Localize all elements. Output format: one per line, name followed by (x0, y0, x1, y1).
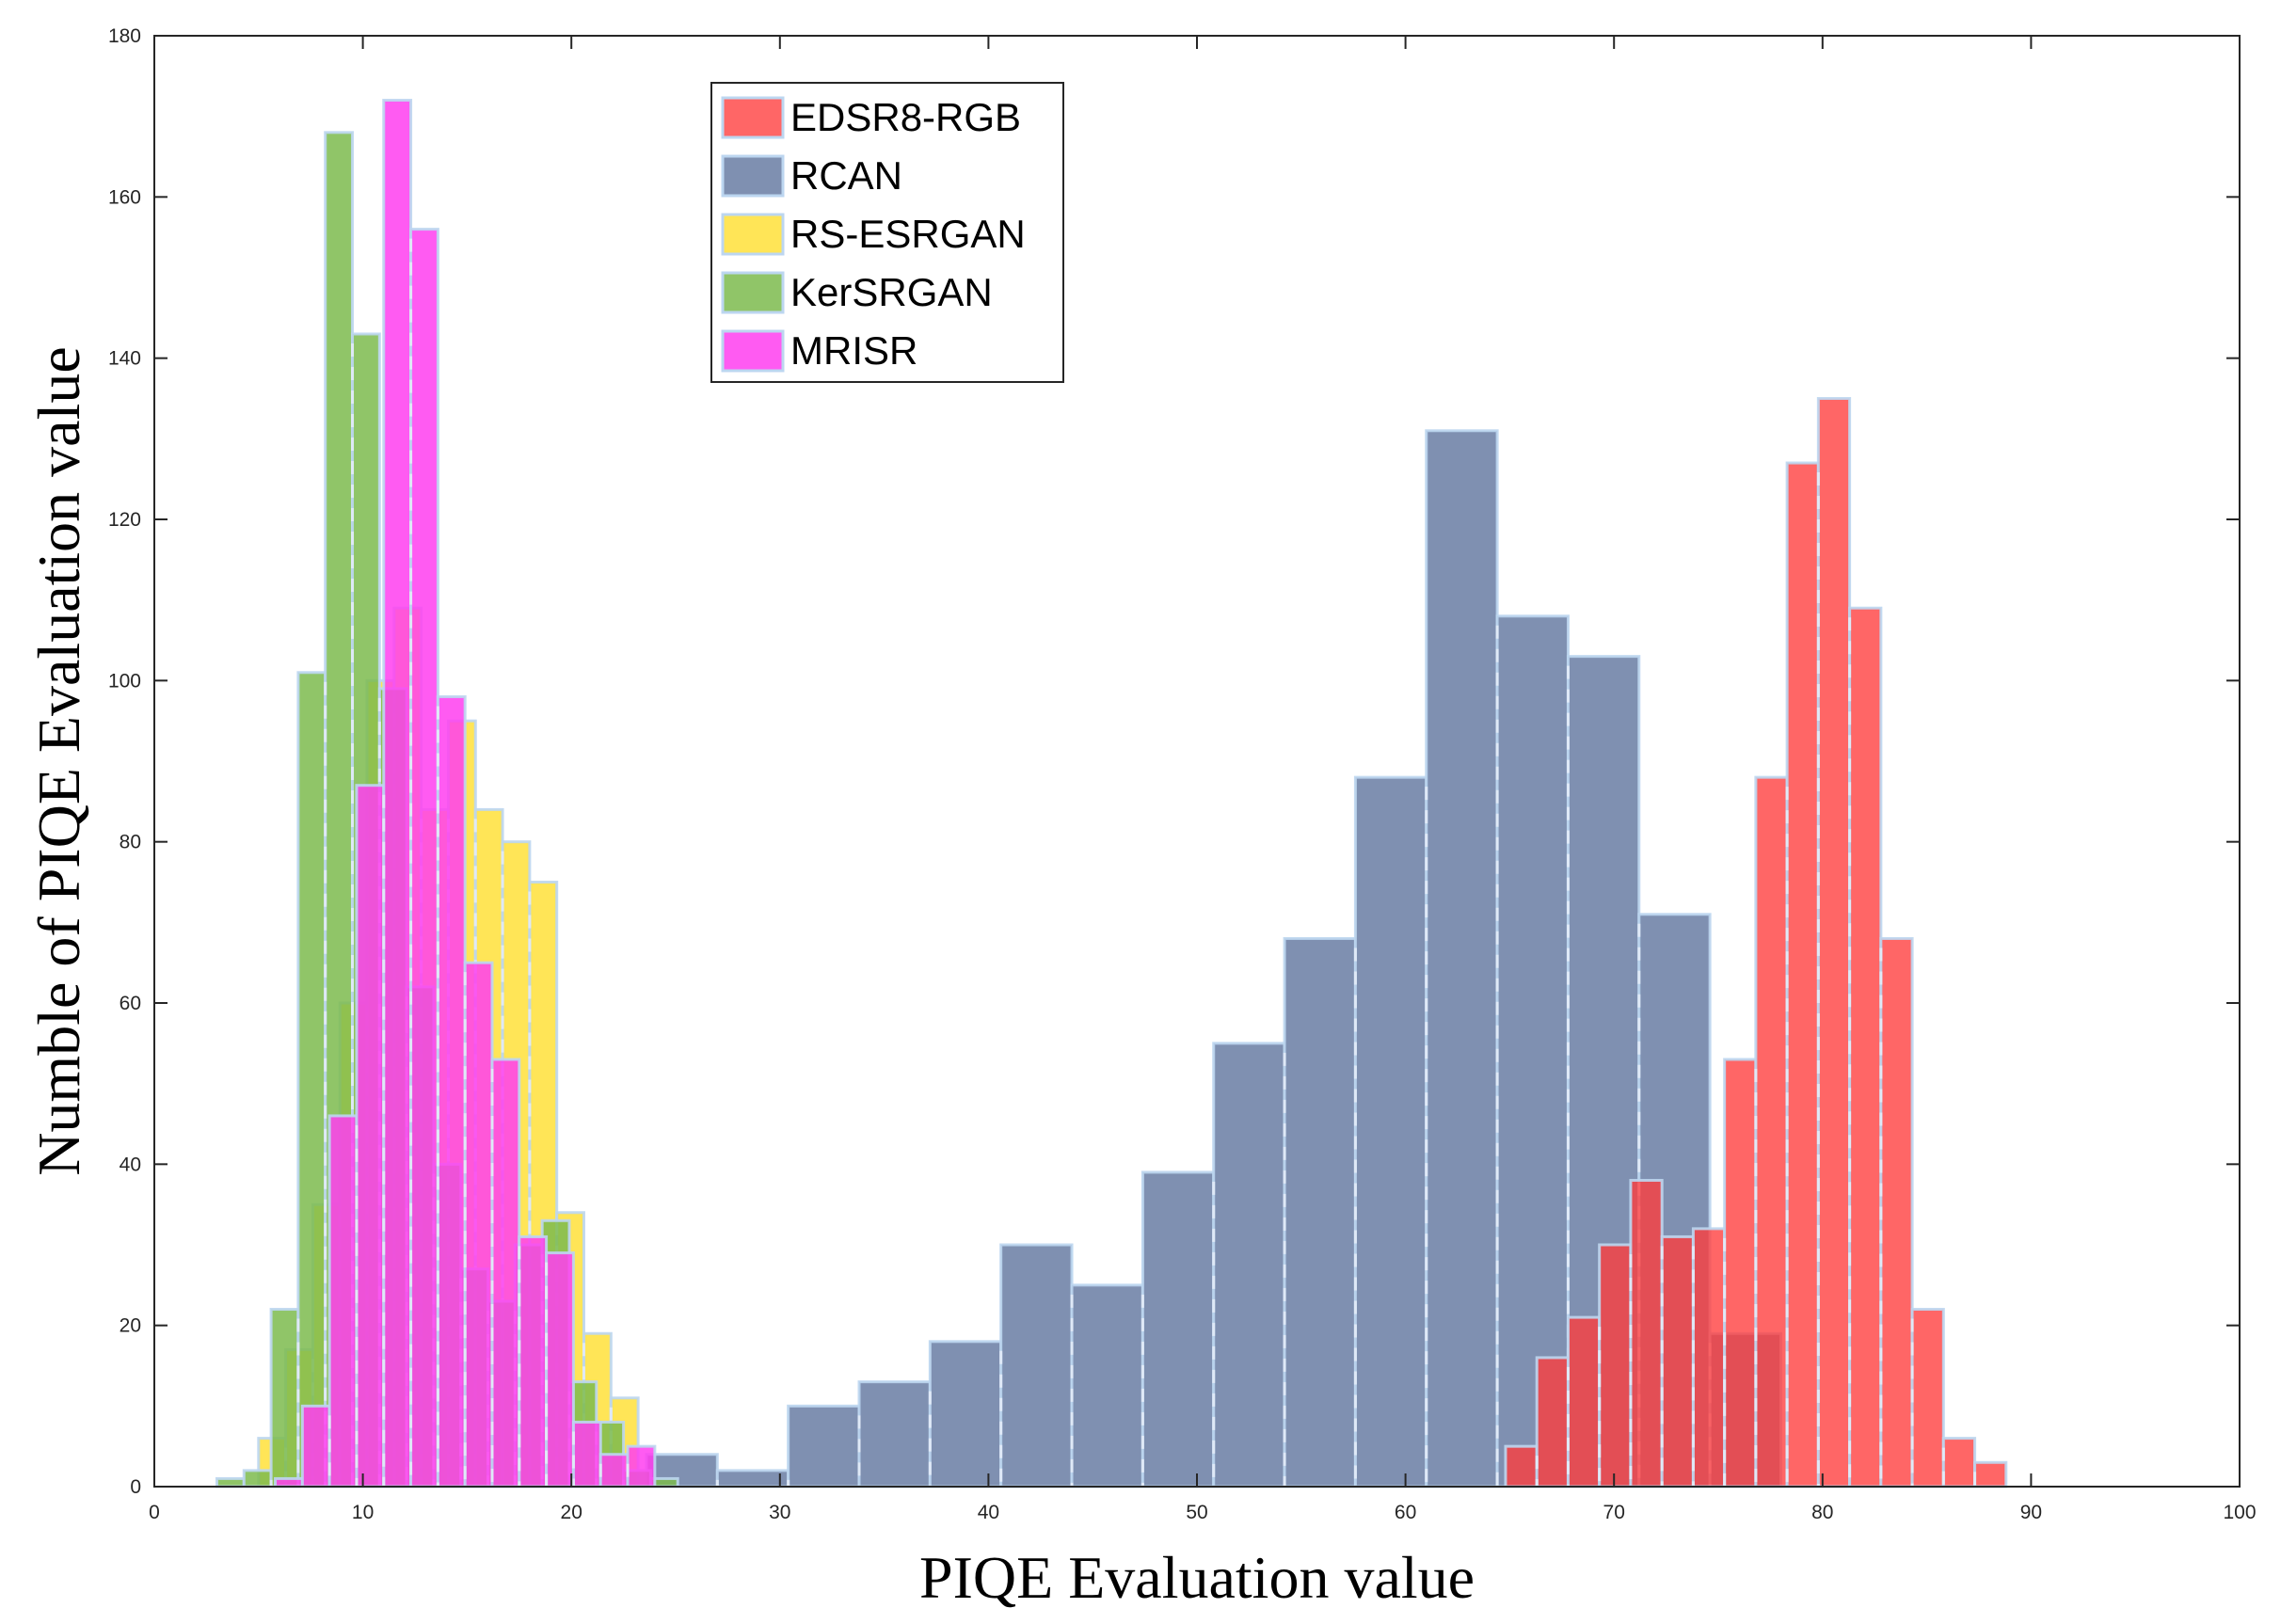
bar-rcan-1 (715, 1469, 790, 1489)
bar-rcan-6 (1070, 1283, 1144, 1489)
ticks-layer: 0 10 20 30 40 50 60 70 80 90 100 0 20 40 60 80 100 120 140… (108, 25, 2257, 1523)
bar-mrisr-12 (598, 1453, 630, 1489)
x-tick-label: 40 (978, 1502, 999, 1523)
y-tick-label: 100 (108, 670, 141, 692)
bar-edsr8-rgb-7 (1723, 1058, 1758, 1489)
x-tick-label: 90 (2020, 1502, 2042, 1523)
legend-label-edsr8-rgb: EDSR8-RGB (790, 95, 1021, 139)
bar-edsr8-rgb-8 (1754, 775, 1789, 1489)
legend-swatch-rcan (721, 154, 785, 198)
bar-edsr8-rgb-5 (1660, 1234, 1695, 1489)
legend-label-mrisr: MRISR (790, 328, 917, 373)
bar-mrisr-5 (409, 228, 439, 1489)
bar-edsr8-rgb-13 (1910, 1308, 1945, 1489)
bar-kersrgan-0 (215, 1476, 246, 1489)
bar-rcan-10 (1353, 775, 1428, 1489)
bar-edsr8-rgb-15 (1973, 1460, 2008, 1489)
bar-mrisr-9 (518, 1234, 549, 1489)
legend-label-kersrgan: KerSRGAN (790, 270, 993, 314)
x-tick-label: 100 (2223, 1502, 2256, 1523)
y-axis-title: Numble of PIQE Evaluation value (25, 346, 92, 1176)
bar-rcan-7 (1140, 1170, 1216, 1489)
series-rcan (645, 429, 1782, 1489)
legend-label-rcan: RCAN (790, 153, 902, 198)
bar-rcan-5 (999, 1243, 1074, 1489)
x-tick-label: 30 (769, 1502, 790, 1523)
legend-label-rs-esrgan: RS-ESRGAN (790, 212, 1026, 256)
bar-mrisr-4 (382, 99, 413, 1489)
bar-edsr8-rgb-9 (1785, 461, 1820, 1489)
bar-rcan-2 (787, 1404, 861, 1489)
bar-mrisr-2 (327, 1114, 359, 1489)
legend-swatch-rs-esrgan (721, 213, 785, 256)
bar-mrisr-1 (300, 1404, 331, 1489)
y-tick-label: 20 (120, 1315, 141, 1337)
bar-rcan-11 (1425, 429, 1499, 1489)
bar-edsr8-rgb-14 (1941, 1437, 1977, 1489)
y-tick-label: 160 (108, 186, 141, 208)
x-tick-label: 80 (1811, 1502, 1833, 1523)
bar-mrisr-11 (571, 1420, 602, 1489)
bar-edsr8-rgb-11 (1848, 606, 1883, 1489)
bar-mrisr-0 (274, 1476, 304, 1489)
bar-mrisr-8 (490, 1058, 521, 1489)
x-tick-label: 10 (352, 1502, 374, 1523)
bars-layer (215, 99, 2008, 1489)
x-tick-label: 0 (149, 1502, 160, 1523)
x-tick-label: 50 (1186, 1502, 1207, 1523)
bar-mrisr-3 (355, 784, 386, 1489)
y-tick-label: 40 (120, 1154, 141, 1175)
bar-edsr8-rgb-4 (1629, 1178, 1664, 1489)
bar-kersrgan-1 (242, 1469, 273, 1489)
bar-rcan-4 (928, 1340, 1003, 1489)
x-tick-label: 70 (1603, 1502, 1625, 1523)
x-axis-title: PIQE Evaluation value (919, 1544, 1475, 1611)
y-tick-label: 140 (108, 348, 141, 370)
series-edsr8-rgb (1504, 397, 2008, 1489)
legend-swatch-mrisr (721, 329, 785, 373)
y-tick-label: 0 (130, 1476, 141, 1498)
bar-mrisr-10 (545, 1251, 575, 1489)
bar-edsr8-rgb-12 (1879, 936, 1914, 1489)
bar-edsr8-rgb-10 (1816, 397, 1852, 1489)
series-mrisr (274, 99, 657, 1489)
legend-swatch-edsr8-rgb (721, 96, 785, 139)
x-tick-label: 20 (561, 1502, 582, 1523)
legend-swatch-kersrgan (721, 271, 785, 314)
y-tick-label: 120 (108, 509, 141, 531)
bar-rcan-3 (857, 1380, 932, 1489)
x-tick-label: 60 (1395, 1502, 1416, 1523)
bar-rcan-9 (1283, 936, 1357, 1489)
bar-kersrgan-2 (269, 1308, 300, 1489)
y-tick-label: 80 (120, 832, 141, 853)
legend: EDSR8-RGB RCAN RS-ESRGAN KerSRGAN MRISR (710, 82, 1064, 383)
bar-edsr8-rgb-2 (1566, 1315, 1602, 1489)
bar-edsr8-rgb-0 (1504, 1444, 1539, 1489)
bar-edsr8-rgb-1 (1535, 1356, 1570, 1489)
bar-mrisr-7 (463, 961, 494, 1489)
bar-edsr8-rgb-3 (1598, 1243, 1633, 1489)
bar-rcan-8 (1212, 1042, 1286, 1489)
bar-kersrgan-3 (296, 671, 327, 1489)
bar-mrisr-13 (626, 1444, 657, 1489)
bar-rcan-12 (1495, 614, 1570, 1489)
bar-mrisr-6 (436, 694, 467, 1489)
y-tick-label: 180 (108, 25, 141, 47)
bar-edsr8-rgb-6 (1691, 1227, 1727, 1489)
y-tick-label: 60 (120, 993, 141, 1014)
